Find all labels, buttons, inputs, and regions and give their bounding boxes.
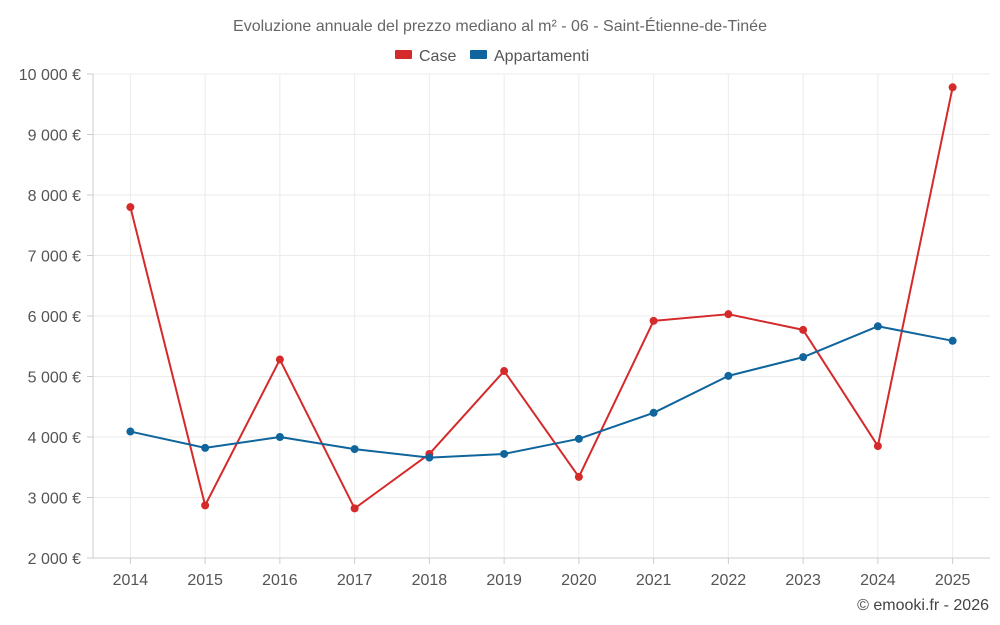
data-point-case[interactable]: [873, 442, 882, 451]
data-point-case[interactable]: [126, 203, 135, 212]
y-tick-label: 6 000 €: [28, 309, 81, 326]
x-tick-label: 2025: [935, 572, 971, 589]
credit-text: © emooki.fr - 2026: [857, 597, 989, 614]
legend-swatch-case: [395, 50, 412, 59]
data-point-case[interactable]: [201, 501, 210, 510]
data-point-case[interactable]: [649, 316, 658, 325]
y-tick-label: 3 000 €: [28, 491, 81, 508]
x-tick-label: 2024: [860, 572, 896, 589]
x-tick-label: 2020: [561, 572, 597, 589]
y-axis: 2 000 € 3 000 € 4 000 € 5 000 € 6 000 € 7 000…: [19, 67, 94, 568]
data-point-case[interactable]: [275, 355, 284, 364]
x-tick-label: 2023: [785, 572, 821, 589]
series-case: [126, 83, 957, 513]
data-point-case[interactable]: [500, 367, 509, 376]
y-tick-label: 8 000 €: [28, 188, 81, 205]
legend[interactable]: Case Appartamenti: [395, 48, 589, 65]
grid: [93, 73, 990, 558]
y-tick-label: 4 000 €: [28, 430, 81, 447]
x-tick-label: 2017: [337, 572, 373, 589]
x-tick-label: 2019: [486, 572, 522, 589]
data-point-case[interactable]: [350, 504, 359, 513]
x-tick-label: 2015: [187, 572, 223, 589]
x-tick-label: 2018: [412, 572, 448, 589]
data-point-appartamenti[interactable]: [350, 445, 359, 454]
y-tick-label: 9 000 €: [28, 128, 81, 145]
chart-title: Evoluzione annuale del prezzo mediano al…: [233, 16, 767, 35]
x-tick-label: 2021: [636, 572, 672, 589]
legend-label-case[interactable]: Case: [419, 48, 456, 65]
legend-swatch-appartamenti: [470, 50, 487, 59]
data-point-appartamenti[interactable]: [574, 434, 583, 443]
y-tick-label: 5 000 €: [28, 370, 81, 387]
y-tick-label: 10 000 €: [19, 67, 81, 84]
series-appartamenti: [126, 322, 957, 462]
x-tick-label: 2022: [711, 572, 747, 589]
data-point-appartamenti[interactable]: [126, 427, 135, 436]
data-point-case[interactable]: [799, 325, 808, 334]
data-point-case[interactable]: [724, 310, 733, 319]
x-tick-label: 2014: [113, 572, 149, 589]
data-point-appartamenti[interactable]: [500, 449, 509, 458]
data-point-appartamenti[interactable]: [649, 408, 658, 417]
data-point-appartamenti[interactable]: [425, 453, 434, 462]
data-point-appartamenti[interactable]: [275, 433, 284, 441]
legend-label-appartamenti[interactable]: Appartamenti: [494, 48, 589, 65]
x-axis: 2014 2015 2016 2017 2018 2019 2020 2021 2022 2023…: [93, 557, 990, 589]
data-point-case[interactable]: [948, 83, 957, 92]
data-point-appartamenti[interactable]: [799, 353, 808, 362]
data-point-appartamenti[interactable]: [948, 336, 957, 345]
x-tick-label: 2016: [262, 572, 298, 589]
y-tick-label: 7 000 €: [28, 249, 81, 266]
data-point-appartamenti[interactable]: [724, 371, 733, 380]
data-point-appartamenti[interactable]: [873, 322, 882, 331]
data-point-appartamenti[interactable]: [201, 443, 210, 452]
series: [126, 83, 957, 513]
y-tick-label: 2 000 €: [28, 551, 81, 568]
data-point-case[interactable]: [574, 472, 583, 481]
series-line-case: [129, 87, 954, 510]
series-line-appartamenti: [130, 325, 953, 459]
